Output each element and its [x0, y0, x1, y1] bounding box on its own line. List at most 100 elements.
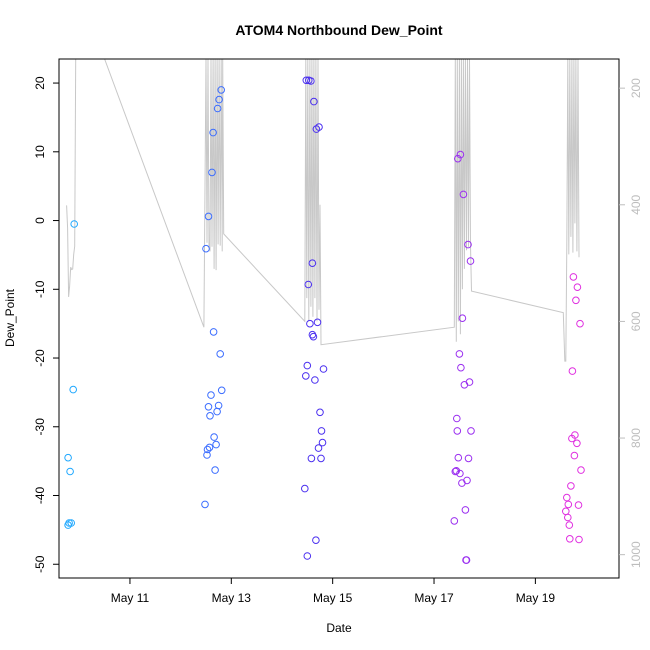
x-tick-label: May 11	[111, 591, 150, 605]
data-point	[466, 257, 475, 265]
series-may-17	[450, 150, 475, 564]
data-point	[463, 476, 471, 485]
data-point	[310, 97, 318, 106]
y-tick-label: -40	[33, 487, 47, 505]
data-point	[204, 212, 213, 221]
data-point	[312, 536, 320, 545]
data-point	[566, 535, 574, 543]
data-point	[203, 451, 211, 459]
series-may-10	[64, 220, 78, 529]
right-y-tick-label: 400	[629, 194, 643, 214]
data-point	[464, 454, 473, 463]
data-point	[573, 439, 581, 448]
right-y-tick-label: 600	[629, 311, 643, 331]
data-point	[570, 451, 579, 460]
y-tick-label: 10	[33, 145, 47, 159]
y-axis: -50 -40 -30 -20 -10 0 10 20	[33, 76, 59, 573]
data-point	[64, 453, 72, 462]
data-point	[212, 440, 220, 449]
data-point	[455, 350, 464, 358]
data-point	[308, 259, 317, 268]
data-point	[564, 513, 572, 522]
data-point	[569, 273, 578, 281]
data-point	[309, 332, 318, 341]
data-point	[69, 385, 77, 394]
x-tick-label: May 15	[313, 591, 353, 605]
data-point	[311, 376, 319, 384]
data-point	[451, 467, 460, 476]
pressure-trace-line	[66, 59, 580, 362]
right-y-axis: 200 400 600 800 1000	[619, 78, 643, 568]
data-point	[202, 244, 210, 253]
data-point	[565, 521, 574, 529]
data-point	[574, 501, 583, 509]
y-tick-label: -30	[33, 418, 47, 436]
right-y-tick-label: 200	[629, 78, 643, 98]
data-point	[206, 412, 214, 420]
data-point	[214, 401, 223, 410]
data-point	[204, 403, 213, 411]
data-point	[315, 123, 323, 131]
data-point	[215, 95, 223, 104]
series-may-14	[301, 76, 328, 560]
data-point	[450, 517, 459, 525]
data-point	[211, 466, 219, 474]
data-point	[572, 296, 580, 305]
data-point	[573, 283, 582, 292]
data-point	[454, 154, 462, 163]
data-point	[66, 467, 74, 476]
chart-title: ATOM4 Northbound Dew_Point	[235, 22, 442, 38]
x-axis-label: Date	[326, 621, 352, 635]
y-tick-label: 20	[33, 76, 47, 90]
right-y-tick-label: 800	[629, 428, 643, 448]
data-point	[213, 104, 222, 113]
data-point	[464, 240, 472, 249]
data-point	[307, 454, 316, 463]
data-point	[319, 365, 328, 373]
data-point	[317, 454, 325, 463]
data-point	[307, 77, 315, 85]
data-point	[457, 363, 465, 372]
data-point	[216, 350, 224, 358]
data-point	[575, 535, 583, 544]
data-point	[454, 453, 463, 462]
data-point	[461, 506, 470, 514]
data-point	[562, 507, 570, 516]
data-point	[314, 444, 323, 452]
data-point	[210, 433, 218, 441]
data-point	[313, 318, 322, 327]
data-point	[201, 500, 209, 509]
data-point	[316, 408, 324, 417]
plot-frame	[58, 58, 620, 579]
right-y-tick-label: 1000	[629, 541, 643, 568]
data-point	[209, 128, 217, 137]
y-axis-label: Dew_Point	[3, 288, 17, 347]
data-point	[465, 378, 474, 386]
data-point	[203, 445, 212, 454]
data-point	[453, 414, 461, 423]
data-point	[576, 319, 584, 328]
data-point	[302, 76, 311, 85]
series-may-19	[562, 273, 585, 544]
data-point	[217, 386, 226, 395]
data-points-layer	[64, 76, 585, 564]
data-point	[217, 86, 225, 94]
data-point	[317, 427, 326, 435]
y-tick-label: 0	[33, 217, 47, 224]
x-axis: May 11 May 13 May 15 May 17 May 19	[111, 578, 555, 605]
data-point	[456, 469, 464, 478]
data-point	[65, 519, 73, 527]
data-point	[563, 493, 571, 502]
data-point	[458, 314, 467, 323]
data-point	[467, 427, 475, 435]
y-tick-label: -10	[33, 280, 47, 298]
data-point	[213, 407, 221, 416]
data-point	[67, 519, 75, 527]
data-point	[208, 168, 216, 177]
series-may-12	[201, 86, 226, 509]
x-tick-label: May 13	[212, 591, 252, 605]
data-point	[209, 328, 218, 336]
data-point	[205, 443, 214, 452]
data-point	[301, 484, 309, 493]
